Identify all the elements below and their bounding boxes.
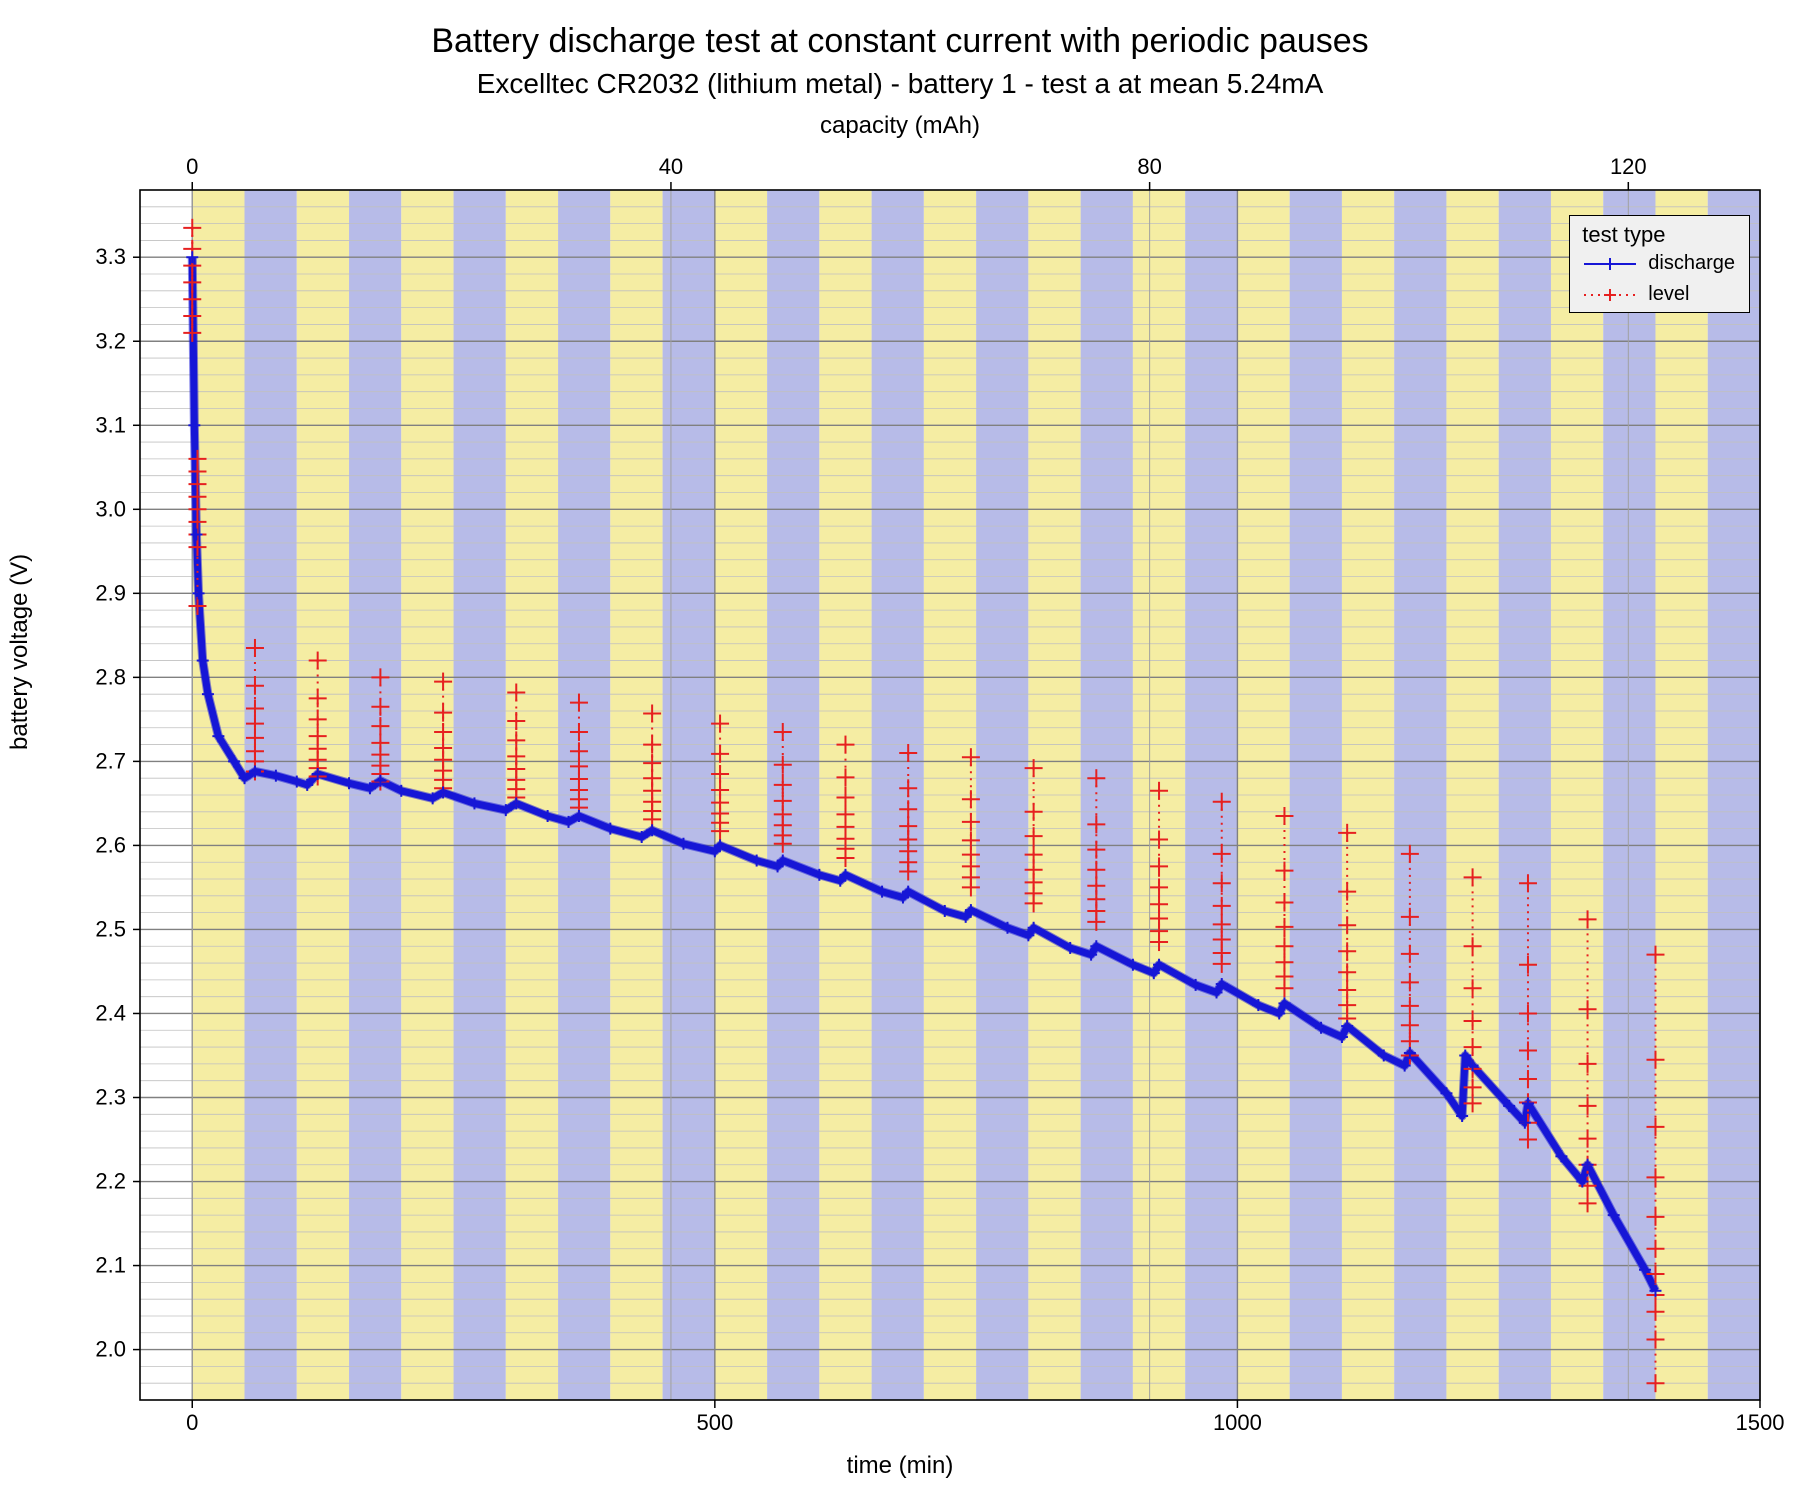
legend-item: discharge — [1570, 250, 1749, 281]
x-tick-label: 500 — [696, 1410, 733, 1435]
y-tick-label: 3.2 — [95, 328, 126, 353]
y-tick-label: 3.1 — [95, 412, 126, 437]
legend-label: discharge — [1648, 252, 1735, 275]
y-tick-label: 2.7 — [95, 748, 126, 773]
y-tick-label: 2.2 — [95, 1169, 126, 1194]
x-top-tick-label: 80 — [1137, 154, 1161, 179]
y-tick-label: 3.3 — [95, 244, 126, 269]
x-top-tick-label: 0 — [186, 154, 198, 179]
y-tick-label: 2.5 — [95, 916, 126, 941]
legend-item: level — [1570, 281, 1749, 312]
legend-label: level — [1648, 283, 1689, 306]
battery-discharge-chart: Battery discharge test at constant curre… — [0, 0, 1800, 1500]
x-top-tick-label: 40 — [659, 154, 683, 179]
y-tick-label: 2.1 — [95, 1253, 126, 1278]
x-tick-label: 1000 — [1213, 1410, 1262, 1435]
y-tick-label: 2.8 — [95, 664, 126, 689]
x-top-tick-label: 120 — [1610, 154, 1647, 179]
legend-title: test type — [1570, 216, 1749, 250]
y-tick-label: 2.3 — [95, 1085, 126, 1110]
x-tick-label: 0 — [186, 1410, 198, 1435]
y-tick-label: 2.0 — [95, 1337, 126, 1362]
x-tick-label: 1500 — [1736, 1410, 1785, 1435]
y-tick-label: 2.4 — [95, 1000, 126, 1025]
legend: test type discharge level — [1569, 215, 1750, 313]
y-tick-label: 3.0 — [95, 496, 126, 521]
plot-svg: 2.0 2.1 2.2 2.3 2.4 2.5 2.6 2.7 2.8 2.9 3.0 3.1 3.2 3… — [0, 0, 1800, 1500]
y-tick-label: 2.9 — [95, 580, 126, 605]
y-tick-label: 2.6 — [95, 832, 126, 857]
